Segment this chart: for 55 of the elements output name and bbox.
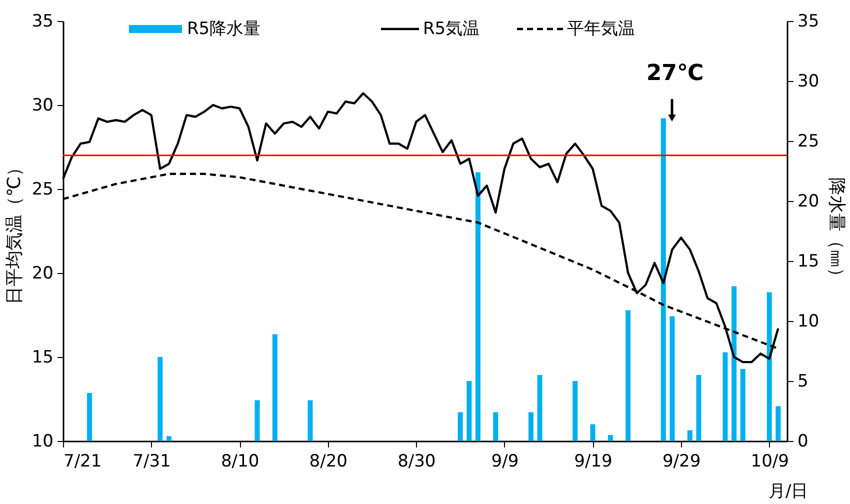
- bar: [166, 436, 172, 441]
- legend-label: R5気温: [423, 19, 480, 39]
- bar: [732, 286, 737, 441]
- x-axis-title: 月/日: [768, 482, 808, 502]
- bar: [776, 406, 781, 441]
- x-tick-label: 8/20: [309, 452, 348, 472]
- bar: [537, 375, 542, 441]
- bar: [308, 400, 313, 441]
- x-tick-label: 8/30: [398, 452, 436, 472]
- bar: [572, 381, 578, 441]
- y-tick-label: 35: [32, 12, 54, 32]
- y2-tick-label: 10: [798, 312, 820, 332]
- y-tick-label: 20: [32, 264, 54, 284]
- bar: [608, 435, 613, 441]
- bar: [272, 334, 278, 441]
- bar: [86, 393, 92, 441]
- y-axis-title: 日平均気温（℃）: [4, 158, 25, 305]
- bar: [687, 430, 692, 441]
- bar: [528, 412, 534, 441]
- x-tick-label: 7/21: [64, 452, 102, 472]
- y2-tick-label: 25: [798, 132, 820, 152]
- bar: [458, 412, 463, 441]
- y-tick-label: 15: [32, 348, 54, 368]
- y-tick-label: 25: [32, 180, 54, 200]
- bar: [254, 400, 260, 441]
- y-tick-label: 10: [32, 432, 54, 452]
- bar: [626, 310, 631, 441]
- legend-label: R5降水量: [187, 19, 261, 39]
- bar: [475, 172, 480, 441]
- bar: [466, 381, 472, 441]
- legend-label: 平年気温: [567, 19, 635, 39]
- annotation: 27℃: [646, 61, 704, 86]
- y2-tick-label: 15: [798, 252, 820, 272]
- bar: [590, 424, 596, 441]
- bar: [670, 316, 675, 441]
- bar: [696, 375, 702, 441]
- x-tick-label: 8/10: [220, 452, 260, 472]
- x-tick-label: 10/9: [750, 452, 789, 472]
- bar: [158, 357, 163, 441]
- y2-axis-title: 降水量（㎜）: [826, 178, 848, 286]
- y-tick-label: 30: [32, 96, 54, 116]
- bar: [766, 292, 772, 441]
- bar: [722, 352, 728, 441]
- y2-tick-label: 0: [798, 432, 808, 452]
- y2-tick-label: 35: [798, 12, 820, 32]
- bar: [493, 412, 498, 441]
- bar: [740, 369, 746, 441]
- y2-tick-label: 5: [798, 372, 808, 392]
- x-tick-label: 9/9: [491, 452, 519, 472]
- x-tick-label: 7/31: [132, 452, 171, 472]
- bar: [660, 118, 666, 441]
- x-tick-label: 9/19: [574, 452, 612, 472]
- y2-tick-label: 20: [798, 192, 820, 212]
- y2-tick-label: 30: [798, 72, 820, 92]
- x-tick-label: 9/29: [662, 452, 701, 472]
